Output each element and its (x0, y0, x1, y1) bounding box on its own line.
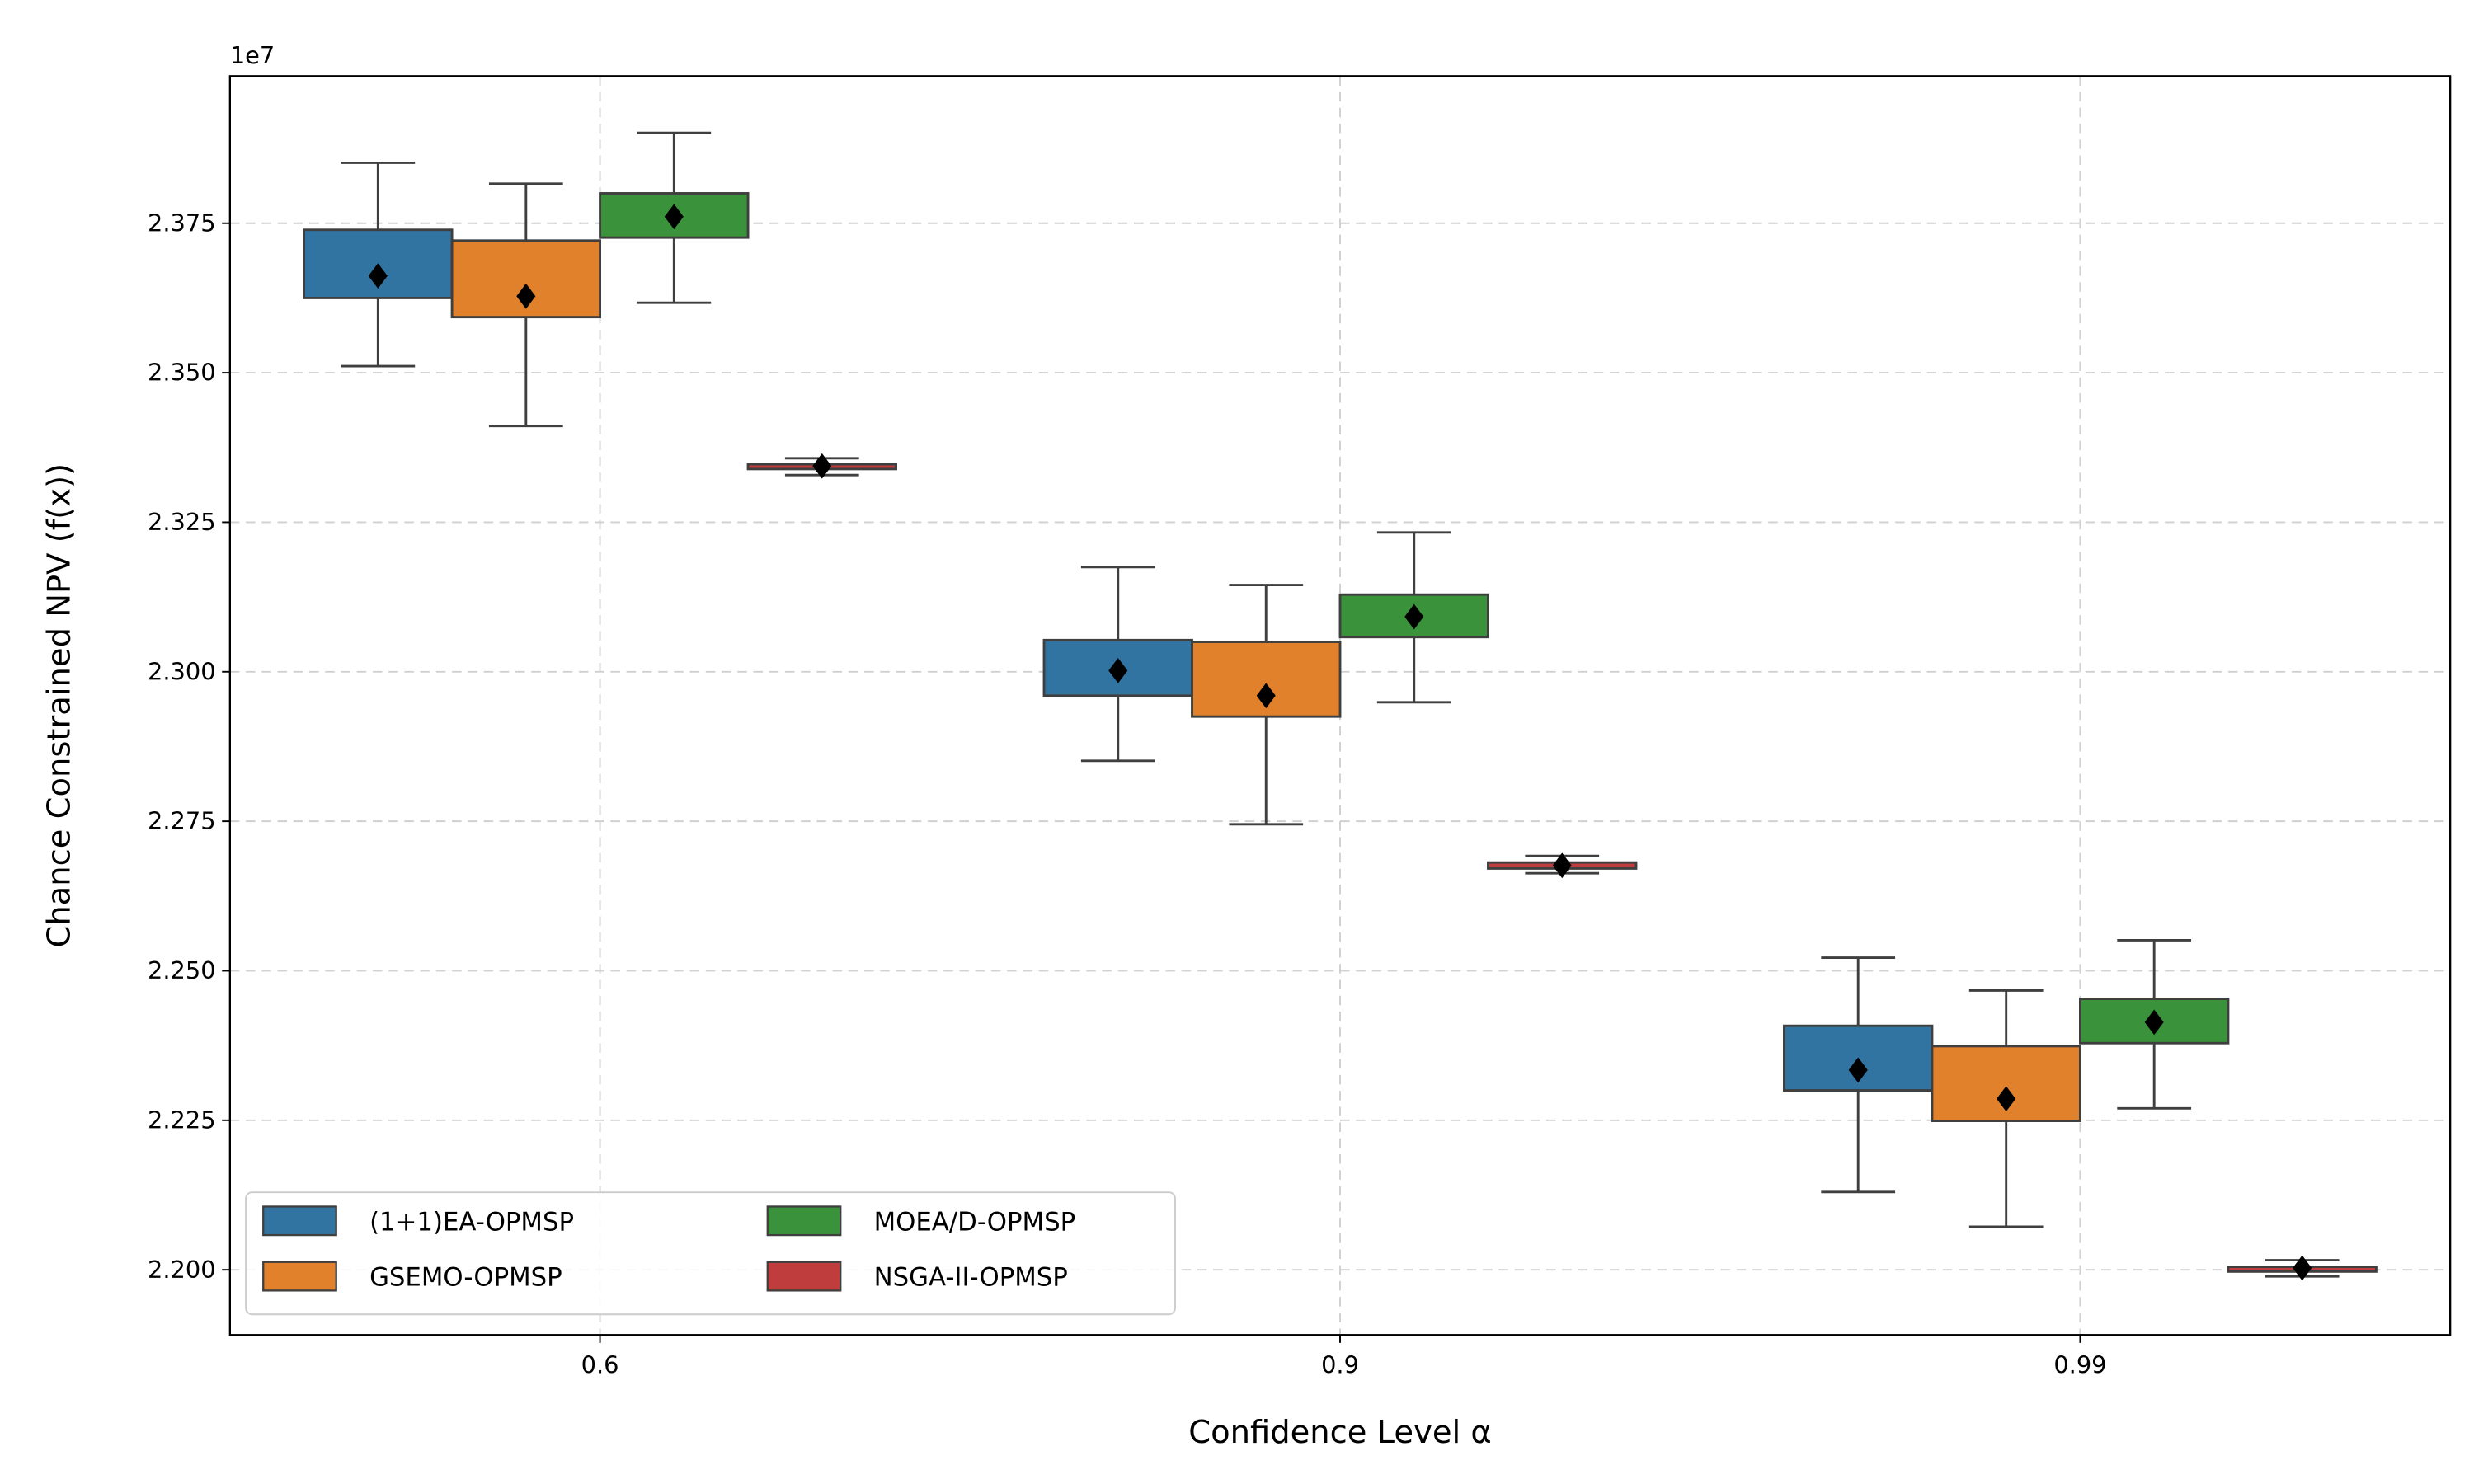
box-NSGA-II-OPMSP-0.6 (746, 453, 897, 479)
y-tick-label: 2.350 (148, 359, 216, 387)
x-tick-label: 0.6 (581, 1350, 619, 1378)
legend: (1+1)EA-OPMSP GSEMO-OPMSP MOEA/D-OPMSP NSGA… (245, 1191, 1176, 1316)
box-MOEA/D-OPMSP-0.99 (2078, 939, 2230, 1110)
box-(1+1)EA-OPMSP-0.6 (303, 162, 454, 368)
y-tick-label: 2.325 (148, 508, 216, 536)
box-GSEMO-OPMSP-0.6 (450, 182, 602, 428)
x-tick-label: 0.99 (2053, 1350, 2106, 1378)
x-axis: 0.6 0.9 0.99 (581, 1335, 2107, 1378)
y-tick-label: 2.275 (148, 807, 216, 835)
y-tick-label: 2.225 (148, 1106, 216, 1134)
x-axis-label: Confidence Level α (1188, 1414, 1492, 1451)
legend-label: (1+1)EA-OPMSP (369, 1207, 574, 1237)
y-tick-label: 2.250 (148, 956, 216, 984)
legend-swatch (766, 1261, 842, 1292)
legend-label: GSEMO-OPMSP (369, 1263, 562, 1293)
box-(1+1)EA-OPMSP-0.9 (1042, 566, 1193, 763)
mean-marker (812, 453, 832, 479)
y-tick-label: 2.200 (148, 1256, 216, 1284)
legend-entry: (1+1)EA-OPMSP (262, 1205, 574, 1237)
y-tick-label: 2.375 (148, 209, 216, 237)
box-NSGA-II-OPMSP-0.9 (1487, 852, 1638, 879)
mean-marker (664, 204, 684, 230)
box-(1+1)EA-OPMSP-0.99 (1783, 956, 1934, 1194)
y-axis: 2.200 2.225 2.250 2.275 2.300 2.325 2.350 2.375 (148, 209, 230, 1284)
box-MOEA/D-OPMSP-0.9 (1338, 531, 1489, 704)
mean-marker (2144, 1009, 2164, 1036)
y-axis-label: Chance Constrained NPV (f(x)) (41, 463, 78, 948)
legend-entry: GSEMO-OPMSP (262, 1261, 562, 1293)
box-NSGA-II-OPMSP-0.99 (2227, 1255, 2378, 1281)
x-tick-label: 0.9 (1321, 1350, 1359, 1378)
legend-frame (245, 1191, 1176, 1316)
legend-swatch (262, 1205, 337, 1237)
legend-entry: NSGA-II-OPMSP (766, 1261, 1068, 1293)
box-GSEMO-OPMSP-0.99 (1931, 989, 2081, 1228)
legend-swatch (766, 1205, 842, 1237)
box-MOEA/D-OPMSP-0.6 (599, 131, 750, 304)
mean-marker (516, 283, 536, 309)
legend-label: NSGA-II-OPMSP (874, 1263, 1068, 1293)
y-tick-label: 2.300 (148, 657, 216, 685)
legend-label: MOEA/D-OPMSP (874, 1207, 1076, 1237)
mean-marker (1108, 657, 1128, 683)
box-GSEMO-OPMSP-0.9 (1191, 584, 1342, 826)
mean-marker (1848, 1057, 1868, 1083)
y-offset-label: 1e7 (230, 41, 275, 69)
legend-swatch (262, 1261, 337, 1292)
legend-entry: MOEA/D-OPMSP (766, 1205, 1076, 1237)
